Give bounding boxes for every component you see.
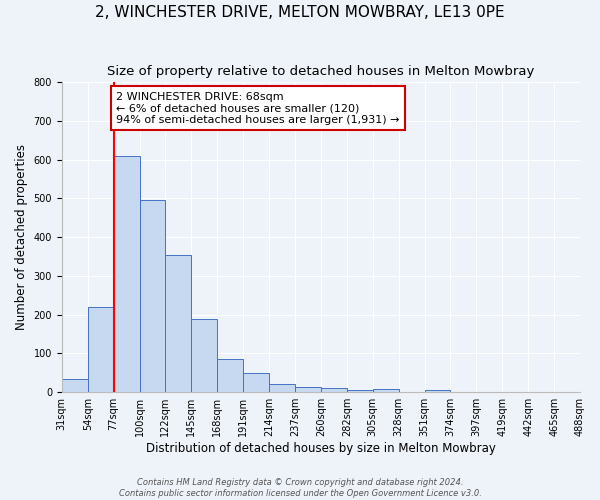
Bar (373, 389, 398, 392)
Bar (166, 254, 191, 392)
Bar (217, 359, 243, 392)
Bar (269, 384, 295, 392)
Bar (62, 380, 88, 392)
Y-axis label: Number of detached properties: Number of detached properties (15, 144, 28, 330)
Bar (347, 390, 373, 392)
Text: 2 WINCHESTER DRIVE: 68sqm
← 6% of detached houses are smaller (120)
94% of semi-: 2 WINCHESTER DRIVE: 68sqm ← 6% of detach… (116, 92, 400, 125)
Bar (295, 387, 321, 392)
Title: Size of property relative to detached houses in Melton Mowbray: Size of property relative to detached ho… (107, 65, 535, 78)
Bar (425, 390, 451, 392)
Bar (191, 318, 217, 392)
X-axis label: Distribution of detached houses by size in Melton Mowbray: Distribution of detached houses by size … (146, 442, 496, 455)
Text: 2, WINCHESTER DRIVE, MELTON MOWBRAY, LE13 0PE: 2, WINCHESTER DRIVE, MELTON MOWBRAY, LE1… (95, 5, 505, 20)
Text: Contains HM Land Registry data © Crown copyright and database right 2024.
Contai: Contains HM Land Registry data © Crown c… (119, 478, 481, 498)
Bar (243, 373, 269, 392)
Bar (321, 388, 347, 392)
Bar (113, 156, 140, 392)
Bar (88, 307, 113, 392)
Bar (140, 200, 166, 392)
